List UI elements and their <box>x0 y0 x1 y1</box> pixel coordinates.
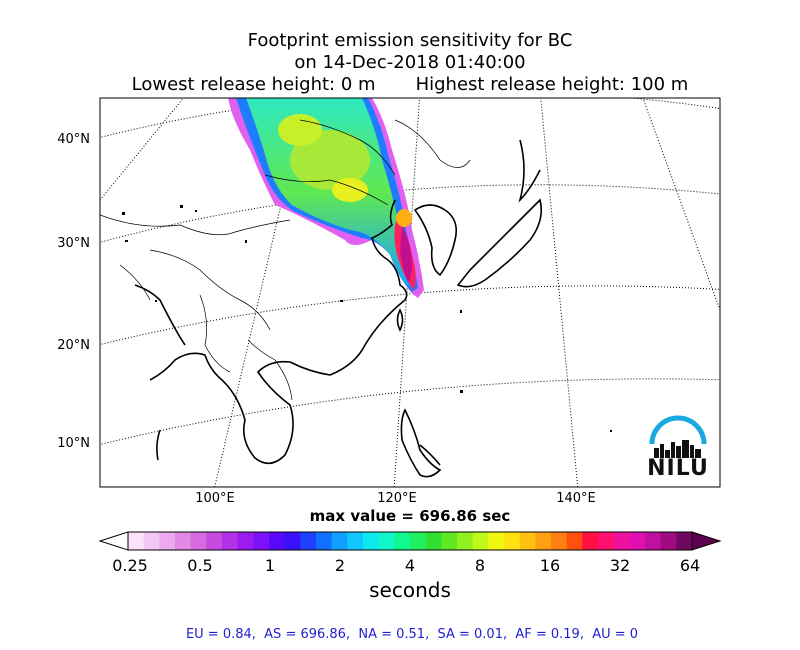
colorbar-bin <box>613 532 630 550</box>
colorbar-bin <box>253 532 270 550</box>
colorbar-bin <box>378 532 395 550</box>
colorbar-bin <box>425 532 442 550</box>
colorbar-bin <box>441 532 458 550</box>
lat-label-20: 20°N <box>57 338 90 353</box>
latitude-lines <box>100 98 720 446</box>
colorbar-tick-label: 64 <box>679 556 701 575</box>
colorbar-tick-label: 32 <box>609 556 631 575</box>
colorbar-bin <box>347 532 364 550</box>
colorbar-bin <box>331 532 348 550</box>
nilu-logo: NILU <box>644 412 712 484</box>
colorbar-bin <box>551 532 568 550</box>
map-date: on 14-Dec-2018 01:40:00 <box>294 52 526 73</box>
colorbar-bin <box>582 532 599 550</box>
colorbar-bin <box>519 532 536 550</box>
colorbar-bin <box>143 532 160 550</box>
colorbar-bin <box>410 532 427 550</box>
colorbar-bin <box>269 532 286 550</box>
colorbar-bin <box>316 532 333 550</box>
release-heights: Lowest release height: 0 m Highest relea… <box>131 74 689 95</box>
colorbar-bin <box>284 532 301 550</box>
colorbar-bin <box>645 532 662 550</box>
colorbar-bin <box>363 532 380 550</box>
colorbar-bin <box>190 532 207 550</box>
colorbar-bin <box>629 532 646 550</box>
colorbar-bin <box>394 532 411 550</box>
colorbar-bin <box>300 532 317 550</box>
islands <box>122 205 612 432</box>
map-frame <box>99 97 721 488</box>
colorbar-unit: seconds <box>369 578 451 602</box>
colorbar-under-arrow <box>98 531 129 551</box>
colorbar-tick-label: 4 <box>404 556 416 575</box>
colorbar-tick-label: 16 <box>539 556 561 575</box>
lon-label-120: 120°E <box>377 491 417 506</box>
region-stats: EU = 0.84, AS = 696.86, NA = 0.51, SA = … <box>185 627 639 642</box>
colorbar-bin <box>175 532 192 550</box>
colorbar-tick-label: 1 <box>264 556 276 575</box>
colorbar-bin <box>128 532 145 550</box>
colorbar-tick-label: 8 <box>474 556 486 575</box>
lon-label-100: 100°E <box>195 491 235 506</box>
colorbar-bin <box>598 532 615 550</box>
skyline-icon <box>649 415 707 458</box>
colorbar-bin <box>535 532 552 550</box>
colorbar-bin <box>457 532 474 550</box>
colorbar-bin <box>222 532 239 550</box>
colorbar-bin <box>504 532 521 550</box>
colorbar-bin <box>206 532 223 550</box>
colorbar-bin <box>488 532 505 550</box>
colorbar-tick-label: 2 <box>334 556 346 575</box>
lon-label-140: 140°E <box>556 491 596 506</box>
colorbar-bin <box>660 532 677 550</box>
colorbar-tick-label: 0.25 <box>112 556 148 575</box>
country-borders <box>100 119 471 401</box>
lat-label-30: 30°N <box>57 236 90 251</box>
lat-label-40: 40°N <box>57 132 90 147</box>
logo-text: NILU <box>647 456 709 481</box>
max-value-label: max value = 696.86 sec <box>309 507 511 525</box>
map-title: Footprint emission sensitivity for BC <box>247 30 573 51</box>
colorbar-bin <box>159 532 176 550</box>
colorbar <box>98 531 722 551</box>
colorbar-tick-label: 0.5 <box>187 556 213 575</box>
colorbar-over-arrow <box>691 531 722 551</box>
footprint-plume <box>228 98 424 298</box>
colorbar-bin <box>676 532 693 550</box>
colorbar-frame <box>127 531 693 551</box>
colorbar-bin <box>566 532 583 550</box>
lat-label-10: 10°N <box>57 436 90 451</box>
colorbar-bin <box>237 532 254 550</box>
colorbar-bin <box>472 532 489 550</box>
